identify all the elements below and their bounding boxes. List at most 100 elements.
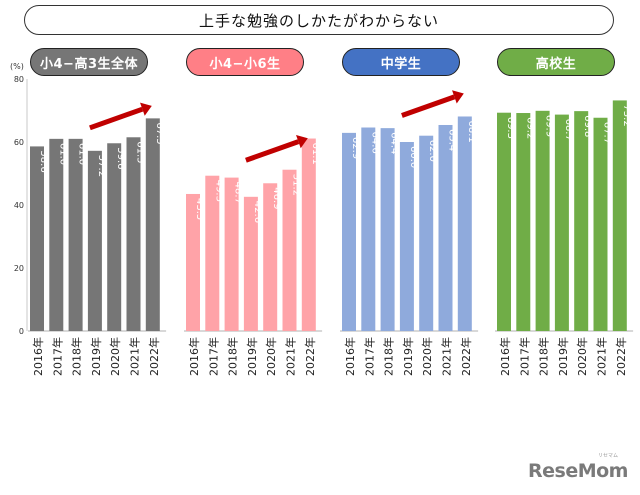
y-axis-unit: (%) bbox=[10, 62, 24, 71]
bar bbox=[342, 132, 356, 331]
category-label: 2019年 bbox=[245, 337, 259, 376]
bar bbox=[438, 124, 453, 332]
data-label: 61.1 bbox=[310, 143, 321, 165]
panel-label-junior-high: 中学生 bbox=[342, 48, 460, 76]
trend-arrow-shaft bbox=[401, 94, 456, 118]
data-label: 65.4 bbox=[447, 129, 458, 151]
category-label: 2019年 bbox=[89, 337, 103, 376]
bar bbox=[145, 118, 160, 331]
bar bbox=[107, 143, 122, 331]
data-label: 51.2 bbox=[291, 174, 302, 196]
category-label: 2017年 bbox=[517, 337, 531, 376]
bar bbox=[574, 111, 589, 331]
data-label: 61.0 bbox=[77, 143, 88, 165]
data-label: 61.0 bbox=[57, 143, 68, 165]
data-label: 48.7 bbox=[233, 182, 244, 204]
data-label: 42.6 bbox=[252, 201, 263, 223]
data-label: 68.1 bbox=[466, 120, 477, 142]
panel-label-all: 小4−高3生全体 bbox=[30, 48, 148, 76]
category-label: 2019年 bbox=[401, 337, 415, 376]
category-label: 2017年 bbox=[206, 337, 220, 376]
bar bbox=[516, 113, 531, 332]
category-label: 2018年 bbox=[70, 337, 84, 376]
category-label: 2016年 bbox=[498, 337, 512, 376]
bar bbox=[263, 183, 278, 331]
bar bbox=[282, 169, 297, 331]
data-label: 73.2 bbox=[621, 104, 632, 126]
trend-arrow-shaft bbox=[89, 106, 144, 131]
bar bbox=[126, 137, 141, 331]
bar bbox=[457, 116, 472, 331]
bar bbox=[497, 112, 511, 331]
bar bbox=[205, 175, 220, 331]
data-label: 57.2 bbox=[96, 155, 107, 177]
data-label: 69.9 bbox=[544, 115, 555, 137]
category-label: 2021年 bbox=[440, 337, 454, 376]
bar bbox=[361, 127, 376, 331]
data-label: 64.4 bbox=[389, 132, 400, 154]
category-label: 2018年 bbox=[226, 337, 240, 376]
trend-arrow-head bbox=[140, 102, 152, 116]
resemom-logo: ReseMom bbox=[528, 460, 628, 482]
trend-arrow-head bbox=[452, 90, 464, 104]
data-label: 69.3 bbox=[505, 117, 516, 139]
category-label: 2019年 bbox=[556, 337, 570, 376]
category-label: 2021年 bbox=[284, 337, 298, 376]
data-label: 69.8 bbox=[582, 115, 593, 137]
bar bbox=[49, 138, 64, 331]
bar bbox=[399, 142, 414, 331]
bar bbox=[554, 114, 569, 331]
category-label: 2021年 bbox=[595, 337, 609, 376]
bar bbox=[68, 138, 83, 331]
data-label: 49.3 bbox=[213, 180, 224, 202]
data-label: 46.9 bbox=[271, 187, 282, 209]
chart-title: 上手な勉強のしかたがわからない bbox=[24, 5, 614, 35]
data-label: 67.5 bbox=[154, 122, 165, 144]
data-label: 60.0 bbox=[408, 146, 419, 168]
bar bbox=[380, 128, 395, 331]
category-label: 2016年 bbox=[31, 337, 45, 376]
category-label: 2020年 bbox=[420, 337, 434, 376]
category-label: 2022年 bbox=[147, 337, 161, 376]
category-label: 2018年 bbox=[382, 337, 396, 376]
y-tick-40: 40 bbox=[13, 201, 24, 210]
category-label: 2022年 bbox=[614, 337, 628, 376]
category-label: 2022年 bbox=[459, 337, 473, 376]
category-label: 2016年 bbox=[187, 337, 201, 376]
data-label: 43.5 bbox=[194, 198, 205, 220]
category-label: 2020年 bbox=[108, 337, 122, 376]
data-label: 61.5 bbox=[135, 141, 146, 163]
data-label: 67.7 bbox=[602, 122, 613, 144]
bar bbox=[243, 196, 258, 331]
category-label: 2021年 bbox=[128, 337, 142, 376]
trend-arrow-head bbox=[296, 135, 308, 149]
bar bbox=[224, 177, 239, 331]
data-label: 62.0 bbox=[427, 140, 438, 162]
y-tick-80: 80 bbox=[13, 75, 24, 84]
y-tick-20: 20 bbox=[13, 264, 24, 273]
trend-arrow-shaft bbox=[245, 139, 300, 163]
bar bbox=[186, 193, 200, 331]
bar bbox=[535, 110, 550, 331]
data-label: 68.7 bbox=[563, 119, 574, 141]
category-label: 2016年 bbox=[343, 337, 357, 376]
category-label: 2020年 bbox=[575, 337, 589, 376]
category-label: 2017年 bbox=[50, 337, 64, 376]
bar bbox=[301, 138, 316, 331]
resemom-logo-kana: リセマム bbox=[598, 453, 619, 459]
data-label: 59.6 bbox=[115, 147, 126, 169]
y-tick-0: 0 bbox=[18, 327, 24, 336]
panel-label-high-school: 高校生 bbox=[497, 48, 615, 76]
category-label: 2018年 bbox=[537, 337, 551, 376]
bar bbox=[419, 135, 434, 331]
y-tick-60: 60 bbox=[13, 138, 24, 147]
bar bbox=[593, 117, 608, 332]
bar bbox=[30, 146, 44, 331]
category-label: 2020年 bbox=[264, 337, 278, 376]
data-label: 69.2 bbox=[524, 117, 535, 139]
panel-label-elementary: 小4−小6生 bbox=[186, 48, 304, 76]
data-label: 62.9 bbox=[350, 137, 361, 159]
category-label: 2017年 bbox=[362, 337, 376, 376]
bar bbox=[612, 100, 627, 331]
